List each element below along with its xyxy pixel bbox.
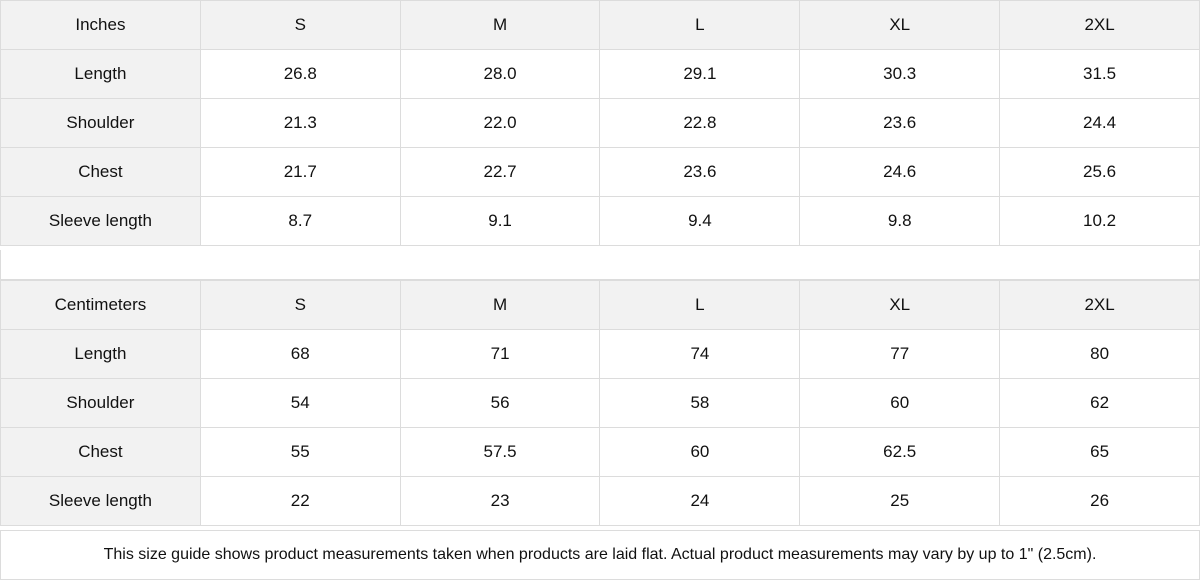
header-row: Centimeters S M L XL 2XL (0, 280, 1200, 330)
table-row: Length 26.8 28.0 29.1 30.3 31.5 (0, 49, 1200, 99)
measurement-value: 77 (799, 329, 1001, 379)
measurement-value: 22.7 (399, 147, 601, 197)
measurement-value: 9.1 (399, 196, 601, 246)
measurement-value: 23.6 (799, 98, 1001, 148)
size-header: 2XL (999, 280, 1200, 330)
measurement-value: 60 (599, 427, 801, 477)
measurement-value: 24.6 (799, 147, 1001, 197)
table-row: Shoulder 21.3 22.0 22.8 23.6 24.4 (0, 98, 1200, 148)
measurement-value: 31.5 (999, 49, 1200, 99)
size-table-inches: Inches S M L XL 2XL Length 26.8 28.0 29.1 30.3 31.5… (0, 0, 1200, 246)
measurement-label: Length (0, 49, 201, 99)
size-header: XL (799, 280, 1001, 330)
measurement-value: 22.0 (399, 98, 601, 148)
table-spacer (0, 250, 1200, 280)
measurement-value: 80 (999, 329, 1200, 379)
measurement-value: 65 (999, 427, 1200, 477)
footer-note: This size guide shows product measuremen… (0, 530, 1200, 580)
size-header: M (399, 0, 601, 50)
table-row: Chest 55 57.5 60 62.5 65 (0, 427, 1200, 477)
measurement-label: Shoulder (0, 98, 201, 148)
unit-label: Inches (0, 0, 201, 50)
measurement-value: 68 (199, 329, 401, 379)
measurement-value: 21.3 (199, 98, 401, 148)
measurement-value: 24 (599, 476, 801, 526)
measurement-value: 74 (599, 329, 801, 379)
measurement-value: 26 (999, 476, 1200, 526)
measurement-value: 23 (399, 476, 601, 526)
measurement-label: Sleeve length (0, 476, 201, 526)
measurement-value: 57.5 (399, 427, 601, 477)
size-header: S (199, 280, 401, 330)
measurement-value: 26.8 (199, 49, 401, 99)
size-header: S (199, 0, 401, 50)
measurement-value: 22 (199, 476, 401, 526)
measurement-value: 9.4 (599, 196, 801, 246)
measurement-value: 71 (399, 329, 601, 379)
measurement-value: 54 (199, 378, 401, 428)
measurement-value: 23.6 (599, 147, 801, 197)
measurement-value: 28.0 (399, 49, 601, 99)
measurement-label: Chest (0, 147, 201, 197)
measurement-value: 30.3 (799, 49, 1001, 99)
measurement-value: 62.5 (799, 427, 1001, 477)
measurement-value: 56 (399, 378, 601, 428)
measurement-value: 22.8 (599, 98, 801, 148)
measurement-label: Sleeve length (0, 196, 201, 246)
table-row: Chest 21.7 22.7 23.6 24.6 25.6 (0, 147, 1200, 197)
measurement-value: 21.7 (199, 147, 401, 197)
table-row: Shoulder 54 56 58 60 62 (0, 378, 1200, 428)
measurement-label: Chest (0, 427, 201, 477)
size-header: L (599, 280, 801, 330)
unit-label: Centimeters (0, 280, 201, 330)
measurement-value: 25 (799, 476, 1001, 526)
measurement-value: 9.8 (799, 196, 1001, 246)
table-row: Sleeve length 22 23 24 25 26 (0, 476, 1200, 526)
table-row: Length 68 71 74 77 80 (0, 329, 1200, 379)
measurement-label: Shoulder (0, 378, 201, 428)
measurement-value: 10.2 (999, 196, 1200, 246)
header-row: Inches S M L XL 2XL (0, 0, 1200, 50)
size-table-centimeters: Centimeters S M L XL 2XL Length 68 71 74 77 80 Shoul… (0, 280, 1200, 526)
size-header: L (599, 0, 801, 50)
size-header: M (399, 280, 601, 330)
measurement-value: 60 (799, 378, 1001, 428)
measurement-value: 55 (199, 427, 401, 477)
measurement-value: 29.1 (599, 49, 801, 99)
measurement-value: 8.7 (199, 196, 401, 246)
measurement-value: 58 (599, 378, 801, 428)
size-header: 2XL (999, 0, 1200, 50)
measurement-label: Length (0, 329, 201, 379)
table-row: Sleeve length 8.7 9.1 9.4 9.8 10.2 (0, 196, 1200, 246)
measurement-value: 62 (999, 378, 1200, 428)
size-header: XL (799, 0, 1001, 50)
measurement-value: 25.6 (999, 147, 1200, 197)
measurement-value: 24.4 (999, 98, 1200, 148)
